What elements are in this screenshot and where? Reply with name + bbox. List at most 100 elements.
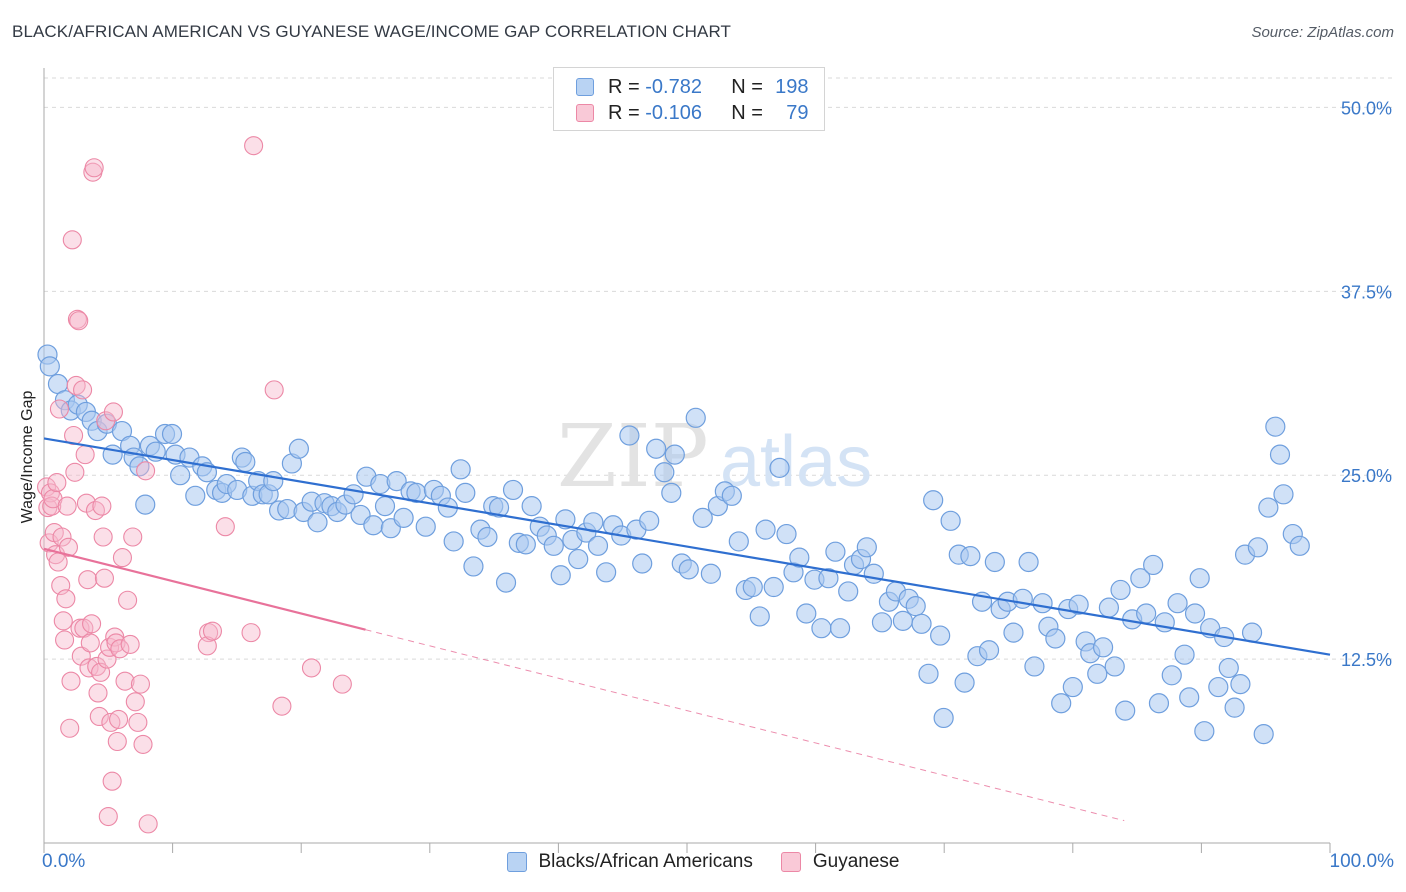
- pink-point: [244, 136, 264, 156]
- pink-point: [101, 712, 121, 732]
- blue-point: [960, 546, 981, 567]
- pink-point: [138, 814, 158, 834]
- legend-label-blacks: Blacks/African Americans: [538, 851, 753, 872]
- r-value: -0.782: [645, 75, 702, 98]
- pink-point: [89, 706, 109, 727]
- blue-point: [728, 531, 749, 552]
- blue-point: [477, 526, 498, 548]
- blue-point: [235, 451, 256, 473]
- pink-point: [110, 639, 130, 659]
- pink-point: [332, 674, 352, 694]
- blue-point: [1051, 693, 1072, 714]
- blue-point: [984, 551, 1005, 573]
- pink-trend-extension: [365, 629, 1125, 822]
- y-tick-label: 25.0%: [1341, 466, 1392, 486]
- pink-point: [69, 311, 89, 331]
- blue-point: [170, 465, 191, 486]
- blue-point: [502, 479, 524, 501]
- pink-point: [103, 402, 123, 422]
- n-value: 79: [786, 101, 809, 124]
- pink-point: [272, 696, 292, 716]
- blue-point: [692, 507, 713, 528]
- blue-point: [1179, 687, 1200, 708]
- pink-point: [130, 674, 150, 694]
- stats-legend-row-pink: R = -0.106 N = 79: [576, 102, 809, 124]
- pink-point: [128, 712, 148, 732]
- blue-point: [1062, 676, 1083, 698]
- pink-point: [264, 380, 284, 400]
- blue-point: [664, 444, 685, 465]
- n-label: N =: [731, 101, 769, 124]
- blue-point: [455, 482, 476, 503]
- blue-point: [1184, 603, 1206, 624]
- stats-legend: R = -0.782 N = 198 R = -0.106 N = 79: [553, 67, 825, 131]
- pink-point: [98, 806, 118, 827]
- pink-point: [133, 734, 153, 754]
- pink-point: [67, 309, 87, 329]
- blue-point: [1024, 656, 1045, 677]
- pink-point: [109, 709, 129, 729]
- blue-point: [923, 490, 944, 511]
- blue-point: [1247, 537, 1268, 558]
- n-label: N =: [731, 75, 769, 98]
- blue-point: [685, 407, 706, 428]
- pink-point: [79, 658, 99, 678]
- blue-point: [1269, 444, 1291, 465]
- blue-point: [619, 425, 640, 446]
- blue-point: [1148, 693, 1170, 714]
- blue-point: [161, 423, 183, 445]
- blue-point: [632, 553, 653, 574]
- blue-point: [930, 625, 951, 646]
- pink-point: [94, 568, 114, 588]
- blue-point: [838, 581, 859, 602]
- pink-point: [82, 614, 102, 634]
- blue-point: [1130, 568, 1151, 589]
- pink-point: [241, 623, 261, 643]
- pink-point: [107, 731, 127, 752]
- pink-point: [84, 158, 104, 178]
- blue-point: [1194, 721, 1215, 742]
- blue-point: [776, 523, 797, 545]
- pink-point: [88, 683, 108, 703]
- blue-point: [749, 606, 770, 627]
- blue-point: [1092, 637, 1114, 658]
- blue-point: [639, 510, 660, 531]
- source-label: Source: ZipAtlas.com: [1251, 24, 1394, 41]
- blue-point: [1253, 724, 1274, 745]
- blue-point: [1104, 656, 1125, 677]
- blue-point: [1110, 579, 1131, 601]
- pink-point: [78, 570, 98, 590]
- blue-point: [654, 462, 675, 483]
- data-points: [37, 136, 1310, 834]
- watermark-atlas: atlas: [720, 422, 872, 502]
- n-value: 198: [775, 75, 809, 98]
- blue-point: [1189, 568, 1210, 589]
- blue-swatch: [576, 78, 594, 96]
- blue-point: [363, 515, 384, 536]
- blue-swatch: [506, 852, 527, 872]
- pink-point: [52, 527, 72, 547]
- blue-point: [789, 547, 810, 568]
- pink-point: [102, 771, 122, 791]
- blue-point: [1218, 657, 1239, 679]
- blue-point: [288, 438, 309, 459]
- pink-point: [197, 636, 217, 656]
- blue-point: [1143, 554, 1164, 576]
- trend-lines: [43, 437, 1331, 822]
- legend-label-guyanese: Guyanese: [812, 851, 900, 872]
- pink-point: [118, 590, 138, 610]
- blue-point: [1032, 593, 1053, 614]
- blue-point: [1098, 597, 1120, 618]
- blue-point: [1012, 588, 1033, 609]
- blue-point: [911, 613, 932, 634]
- y-tick-label: 12.5%: [1341, 650, 1392, 670]
- blue-point: [978, 640, 1000, 661]
- pink-point: [136, 461, 156, 481]
- blue-point: [954, 672, 975, 693]
- pink-point: [62, 230, 82, 250]
- legend-item-guyanese: Guyanese: [780, 851, 900, 873]
- blue-point: [721, 485, 742, 506]
- blue-point: [918, 663, 939, 684]
- y-tick-label: 50.0%: [1341, 98, 1392, 118]
- watermark: ZIP atlas: [557, 407, 872, 507]
